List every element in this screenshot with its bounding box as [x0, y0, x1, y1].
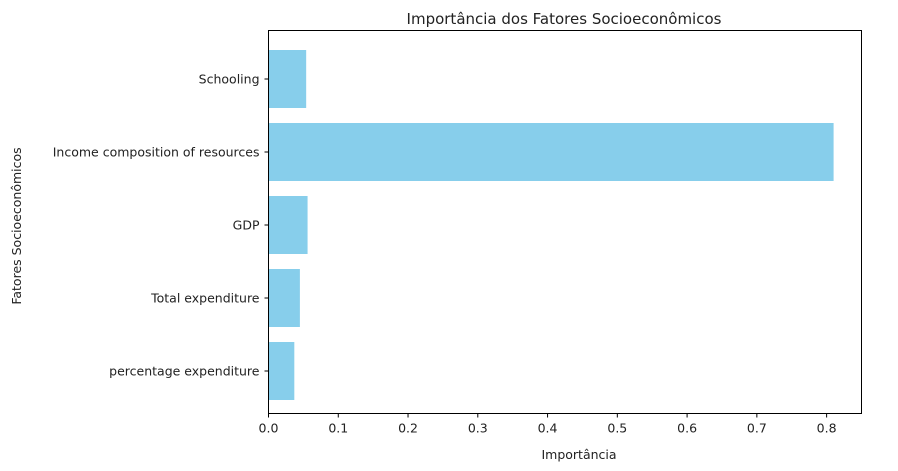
x-axis-label: Importância — [541, 447, 616, 462]
y-tick-label-3: Total expenditure — [150, 291, 260, 306]
x-tick-label-6: 0.6 — [677, 421, 697, 436]
plot-frame — [268, 30, 862, 414]
y-tick-label-2: GDP — [233, 218, 260, 233]
bar-4 — [268, 342, 295, 400]
x-tick-label-2: 0.2 — [398, 421, 418, 436]
bars-group — [268, 50, 834, 400]
bar-3 — [268, 269, 300, 327]
x-tick-label-0: 0.0 — [259, 421, 279, 436]
x-tick-label-5: 0.5 — [607, 421, 627, 436]
y-tick-label-0: Schooling — [199, 72, 260, 87]
chart-title: Importância dos Fatores Socioeconômicos — [407, 10, 722, 28]
x-tick-label-3: 0.3 — [468, 421, 488, 436]
x-tick-label-8: 0.8 — [817, 421, 837, 436]
x-tick-label-4: 0.4 — [538, 421, 558, 436]
y-tick-group: Schooling Income composition of resources… — [53, 72, 269, 379]
y-tick-label-4: percentage expenditure — [109, 364, 260, 379]
y-tick-label-1: Income composition of resources — [53, 145, 260, 160]
bar-2 — [268, 196, 308, 254]
bar-0 — [268, 50, 307, 108]
y-axis-label: Fatores Socioeconômicos — [9, 147, 24, 304]
bar-1 — [268, 123, 834, 181]
x-tick-group: 0.0 0.1 0.2 0.3 0.4 0.5 0.6 0.7 0.8 — [259, 413, 837, 436]
x-tick-label-7: 0.7 — [747, 421, 767, 436]
x-tick-label-1: 0.1 — [328, 421, 348, 436]
